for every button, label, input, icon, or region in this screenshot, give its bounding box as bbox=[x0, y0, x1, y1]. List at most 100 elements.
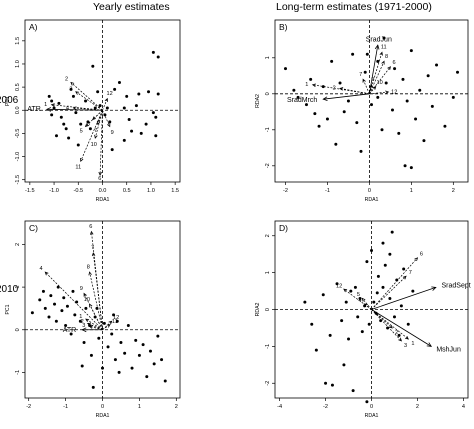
panel-b-data-point bbox=[325, 117, 329, 121]
panel-b-data-point bbox=[426, 74, 430, 78]
panel-c-data-point bbox=[53, 302, 57, 306]
panel-c-arrow-label: 1 bbox=[79, 314, 82, 320]
panel-d-arrow-label: 7 bbox=[409, 270, 412, 276]
panel-d-arrow-label: 1 bbox=[411, 341, 414, 347]
panel-b-data-point bbox=[296, 95, 300, 99]
panel-b-data-point bbox=[397, 131, 401, 135]
panel-b-arrowhead bbox=[387, 66, 391, 71]
panel-d-arrow-label: 5 bbox=[357, 292, 360, 298]
panel-c-data-point bbox=[163, 379, 167, 383]
panel-d-arrowhead bbox=[426, 342, 433, 347]
panel-c-data-point bbox=[78, 319, 82, 323]
panel-c-data-point bbox=[130, 366, 134, 370]
panel-b-arrow-label: SradMrch bbox=[287, 97, 317, 104]
panel-d-data-point bbox=[351, 389, 355, 393]
panel-d-data-point bbox=[411, 289, 415, 293]
panel-d-data-point bbox=[365, 260, 369, 264]
panel-b-data-point bbox=[401, 77, 405, 81]
panel-b-data-point bbox=[409, 49, 413, 53]
panel-a-data-point bbox=[156, 92, 160, 96]
panel-a-ytick-label: 1.0 bbox=[15, 60, 21, 68]
panel-d-arrow-sradsept bbox=[371, 286, 436, 310]
panel-c-data-point bbox=[115, 319, 119, 323]
panel-a-arrow-6 bbox=[99, 110, 103, 176]
panel-a-arrow-3 bbox=[75, 91, 103, 111]
panel-b-arrowhead bbox=[322, 96, 328, 102]
panel-a-arrowhead bbox=[72, 106, 77, 110]
panel-d-data-point bbox=[397, 333, 401, 337]
panel-d-data-point bbox=[314, 348, 318, 352]
panel-a-data-point bbox=[76, 143, 80, 147]
panel-a-arrow-label: 3 bbox=[69, 86, 72, 92]
panel-b-data-point bbox=[313, 112, 317, 116]
panel-c-data-point bbox=[145, 375, 149, 379]
panel-c-arrowhead bbox=[91, 252, 96, 257]
panel-c-tag: C) bbox=[29, 223, 38, 233]
panel-a-data-point bbox=[96, 90, 100, 94]
panel-c-ytick-label: -1 bbox=[15, 370, 21, 375]
panel-a-data-point bbox=[59, 115, 63, 119]
panel-c-xlabel: RDA1 bbox=[96, 413, 110, 419]
panel-a-data-point bbox=[52, 106, 56, 110]
panel-a-xtick-label: 0.0 bbox=[99, 188, 107, 194]
panel-b-data-point bbox=[359, 149, 363, 153]
panel-d-data-point bbox=[376, 274, 380, 278]
panel-c-data-point bbox=[113, 358, 117, 362]
panel-b-data-point bbox=[414, 117, 418, 121]
panel-c-xtick-label: 1 bbox=[138, 404, 141, 410]
panel-d-data-point bbox=[372, 300, 376, 304]
panel-a-arrow-label: 4 bbox=[66, 105, 69, 111]
panel-d-xtick-label: -4 bbox=[277, 404, 282, 410]
panel-b-xtick-label: -2 bbox=[283, 188, 288, 194]
panel-a-xlabel: RDA1 bbox=[96, 197, 110, 203]
panel-c-arrow-10 bbox=[89, 304, 103, 330]
panel-a-data-point bbox=[134, 104, 138, 108]
panel-a-data-point bbox=[74, 111, 78, 115]
panel-a-arrowhead bbox=[94, 134, 98, 139]
panel-b-arrow-label: SradJun bbox=[366, 36, 392, 43]
panel-a-data-point bbox=[69, 87, 73, 91]
panel-d-ytick-label: -2 bbox=[265, 381, 271, 386]
panel-d-data-point bbox=[367, 322, 371, 326]
panel-b-ytick-label: 1 bbox=[265, 56, 271, 59]
panel-a-ytick-label: -1.0 bbox=[15, 152, 21, 162]
panel-a-arrow-label: ATR bbox=[27, 106, 40, 113]
panel-b-arrow-7 bbox=[362, 79, 370, 94]
panel-c-data-point bbox=[117, 370, 121, 374]
panel-a-xtick-label: 1.5 bbox=[171, 188, 179, 194]
panel-a-ytick-label: 0.0 bbox=[15, 106, 21, 114]
panel-a-xtick-label: 1.0 bbox=[147, 188, 155, 194]
panel-b-arrow-label: 8 bbox=[385, 54, 388, 60]
panel-d-ylabel: RDA2 bbox=[255, 302, 261, 316]
panel-c-data-point bbox=[82, 341, 86, 345]
panel-c-arrow-4 bbox=[45, 271, 103, 331]
panel-c-data-point bbox=[65, 304, 69, 308]
panel-b-data-point bbox=[363, 70, 367, 74]
panel-d-arrow-7 bbox=[371, 276, 407, 310]
panel-c-data-point bbox=[71, 289, 75, 293]
panel-a-arrow-label: 11 bbox=[75, 165, 81, 171]
panel-d-arrow-4 bbox=[364, 303, 372, 310]
panel-a-arrow-11 bbox=[80, 110, 103, 162]
panel-a-arrowhead bbox=[50, 103, 55, 107]
panel-a-arrow-label: 5 bbox=[80, 129, 83, 135]
panel-b-data-point bbox=[292, 88, 296, 92]
panel-c-data-point bbox=[80, 364, 84, 368]
panel-a-arrow-label: 10 bbox=[91, 142, 97, 148]
panel-c-data-point bbox=[84, 306, 88, 310]
panel-c-data-point bbox=[43, 306, 47, 310]
panel-d-arrowhead bbox=[431, 286, 437, 291]
panel-c-arrow-label: 3 bbox=[82, 323, 85, 329]
panel-c-arrow-3 bbox=[89, 326, 103, 331]
panel-a-data-point bbox=[88, 127, 92, 131]
panel-d-arrowhead bbox=[402, 275, 407, 280]
panel-a-tag: A) bbox=[29, 22, 38, 32]
panel-b-data-point bbox=[403, 164, 407, 168]
panel-d-arrow-mshjun bbox=[371, 309, 432, 347]
panel-a-data-point bbox=[144, 122, 148, 126]
panel-a-xtick-label: 0.5 bbox=[123, 188, 131, 194]
panel-c-xtick-label: 2 bbox=[175, 404, 178, 410]
panel-c-data-point bbox=[30, 311, 34, 315]
